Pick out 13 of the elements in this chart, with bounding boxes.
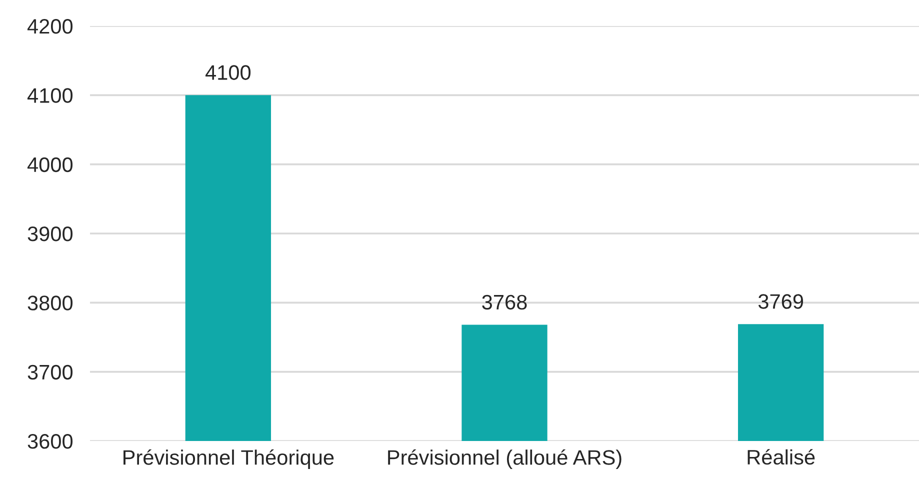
x-tick-label: Prévisionnel Théorique <box>124 449 334 469</box>
y-tick-label: 3700 <box>28 364 73 380</box>
y-tick-label: 3800 <box>28 296 73 310</box>
x-tick-label: Prévisionnel (alloué ARS) <box>388 449 622 469</box>
y-tick-label: 4000 <box>27 157 73 172</box>
data-label: 3768 <box>482 294 527 310</box>
x-tick-label: Réalisé <box>748 449 815 465</box>
y-tick-label: 4200 <box>27 19 73 34</box>
data-label: 4100 <box>205 65 251 80</box>
y-tick-label: 3600 <box>28 434 73 449</box>
y-tick-label: 4100 <box>27 88 73 103</box>
data-label: 3769 <box>758 294 804 309</box>
y-tick-label: 3900 <box>28 226 73 242</box>
